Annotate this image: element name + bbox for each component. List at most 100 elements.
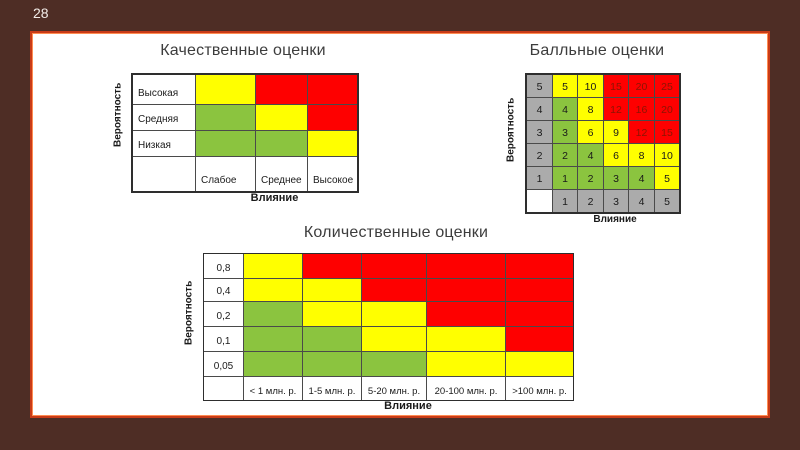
row-label: Низкая	[133, 131, 195, 156]
score-y-axis-label: Вероятность	[505, 97, 517, 163]
col-label header: 1-5 млн. р.	[303, 377, 361, 400]
matrix-cell: 4	[578, 144, 603, 166]
matrix-cell	[303, 254, 361, 278]
qualitative-matrix-title: Качественные оценки	[160, 42, 326, 59]
qualitative-risk-matrix: Высокая Средняя Низкая Слабое Среднее Высокое	[131, 73, 359, 193]
col-label header: 20-100 млн. р.	[427, 377, 505, 400]
corner-cell	[204, 377, 243, 400]
matrix-cell	[308, 131, 357, 156]
matrix-cell: 2	[578, 167, 603, 189]
matrix-cell: 20	[655, 98, 679, 120]
matrix-cell	[362, 254, 426, 278]
matrix-cell: 10	[655, 144, 679, 166]
matrix-cell: 5	[655, 167, 679, 189]
matrix-cell	[506, 327, 573, 351]
slide-canvas: Качественные оценки Вероятность Высокая С…	[30, 31, 770, 418]
matrix-cell	[303, 302, 361, 326]
col-label header: 5	[655, 190, 679, 212]
matrix-cell	[506, 302, 573, 326]
score-risk-matrix: 5 5 10 15 20 25 4 4 8 12 16 20 3 3 6 9 12 15 2 2 4 6 8 10 1 1 2 3 4 5…	[525, 73, 681, 214]
matrix-cell: 9	[604, 121, 628, 143]
row-label: 0,8	[204, 254, 243, 278]
matrix-cell: 15	[604, 75, 628, 97]
row-label: Высокая	[133, 75, 195, 104]
matrix-cell: 8	[578, 98, 603, 120]
matrix-cell: 3	[553, 121, 577, 143]
matrix-cell	[244, 254, 302, 278]
row-label: Средняя	[133, 105, 195, 130]
qualitative-x-axis-label: Влияние	[250, 192, 299, 204]
matrix-cell	[244, 302, 302, 326]
quantitative-risk-matrix: 0,8 0,4 0,2 0,1 0,05 < 1 млн. р. 1-5 млн. р. 5-…	[203, 253, 574, 401]
matrix-cell: 12	[629, 121, 654, 143]
col-label header: Высокое	[308, 157, 357, 191]
matrix-cell	[244, 352, 302, 376]
matrix-cell	[427, 352, 505, 376]
matrix-cell	[196, 131, 255, 156]
col-label header: 3	[604, 190, 628, 212]
matrix-cell: 10	[578, 75, 603, 97]
matrix-cell	[427, 302, 505, 326]
matrix-cell	[308, 75, 357, 104]
matrix-cell: 2	[553, 144, 577, 166]
matrix-cell	[506, 352, 573, 376]
col-label header: 4	[629, 190, 654, 212]
row-label: 0,2	[204, 302, 243, 326]
matrix-cell	[362, 352, 426, 376]
matrix-cell	[303, 279, 361, 301]
matrix-cell: 8	[629, 144, 654, 166]
row-label: 2	[527, 144, 552, 166]
matrix-cell	[244, 279, 302, 301]
row-label: 0,4	[204, 279, 243, 301]
row-label: 1	[527, 167, 552, 189]
matrix-cell: 6	[604, 144, 628, 166]
matrix-cell	[506, 279, 573, 301]
matrix-cell: 25	[655, 75, 679, 97]
matrix-cell: 5	[553, 75, 577, 97]
matrix-cell	[244, 327, 302, 351]
col-label header: 2	[578, 190, 603, 212]
col-label header: Среднее	[256, 157, 307, 191]
matrix-cell	[196, 105, 255, 130]
matrix-cell: 4	[629, 167, 654, 189]
matrix-cell	[308, 105, 357, 130]
matrix-cell	[303, 327, 361, 351]
row-label: 0,05	[204, 352, 243, 376]
quantitative-y-axis-label: Вероятность	[183, 280, 195, 345]
col-label header: 1	[553, 190, 577, 212]
col-label header: 5-20 млн. р.	[362, 377, 426, 400]
matrix-cell: 6	[578, 121, 603, 143]
matrix-cell	[506, 254, 573, 278]
matrix-cell	[427, 327, 505, 351]
matrix-cell: 4	[553, 98, 577, 120]
quantitative-x-axis-label: Влияние	[384, 400, 432, 412]
matrix-cell	[303, 352, 361, 376]
col-label header: < 1 млн. р.	[244, 377, 302, 400]
matrix-cell	[362, 302, 426, 326]
matrix-cell	[196, 75, 255, 104]
slide-number: 28	[33, 5, 49, 21]
matrix-cell	[256, 105, 307, 130]
corner-cell	[527, 190, 552, 212]
quantitative-matrix-title: Количественные оценки	[303, 224, 489, 241]
matrix-cell	[256, 131, 307, 156]
matrix-cell: 15	[655, 121, 679, 143]
qualitative-y-axis-label: Вероятность	[112, 82, 124, 147]
row-label: 3	[527, 121, 552, 143]
matrix-cell	[256, 75, 307, 104]
col-label header: >100 млн. р.	[506, 377, 573, 400]
matrix-cell	[427, 279, 505, 301]
matrix-cell: 20	[629, 75, 654, 97]
score-matrix-title: Балльные оценки	[529, 42, 665, 59]
col-label header: Слабое	[196, 157, 255, 191]
matrix-cell: 3	[604, 167, 628, 189]
row-label: 4	[527, 98, 552, 120]
matrix-cell: 12	[604, 98, 628, 120]
row-label: 5	[527, 75, 552, 97]
matrix-cell	[362, 327, 426, 351]
corner-cell	[133, 157, 195, 191]
matrix-cell: 1	[553, 167, 577, 189]
matrix-cell	[362, 279, 426, 301]
row-label: 0,1	[204, 327, 243, 351]
score-x-axis-label: Влияние	[593, 214, 637, 225]
